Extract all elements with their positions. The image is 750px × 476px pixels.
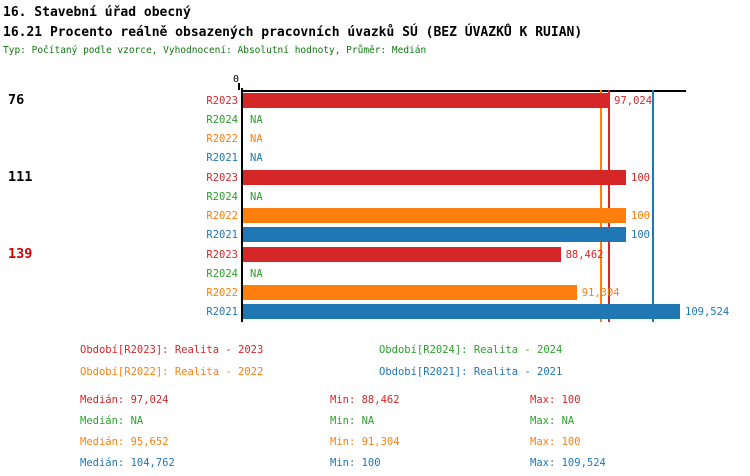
median-line-R2022 bbox=[600, 90, 603, 322]
value-axis-line bbox=[242, 90, 686, 92]
bar-R2023 bbox=[243, 93, 610, 108]
series-row-label-R2023: R2023 bbox=[206, 172, 238, 184]
stat-min-R2023: Min: 88,462 bbox=[330, 394, 400, 406]
stat-max-R2022: Max: 100 bbox=[530, 436, 581, 448]
na-value-label: NA bbox=[250, 152, 263, 164]
series-row-label-R2021: R2021 bbox=[206, 306, 238, 318]
stat-min-R2022: Min: 91,304 bbox=[330, 436, 400, 448]
group-label: 76 bbox=[8, 92, 25, 108]
bar-value-label: 100 bbox=[631, 172, 650, 184]
report-section-title: 16. Stavební úřad obecný bbox=[3, 5, 191, 20]
value-axis-origin-tick bbox=[238, 83, 240, 90]
stat-max-R2021: Max: 109,524 bbox=[530, 457, 606, 469]
bar-R2021 bbox=[243, 304, 680, 319]
bar-value-label: 97,024 bbox=[614, 95, 653, 107]
median-line-R2023 bbox=[608, 90, 611, 322]
value-axis-origin-label: 0 bbox=[232, 74, 240, 85]
series-row-label-R2023: R2023 bbox=[206, 249, 238, 261]
bar-value-label: 100 bbox=[631, 210, 650, 222]
bar-value-label: 88,462 bbox=[565, 249, 604, 261]
stat-median-R2022: Medián: 95,652 bbox=[80, 436, 169, 448]
series-row-label-R2021: R2021 bbox=[206, 229, 238, 241]
bar-R2021 bbox=[243, 227, 626, 242]
stat-max-R2023: Max: 100 bbox=[530, 394, 581, 406]
series-row-label-R2022: R2022 bbox=[206, 287, 238, 299]
stat-max-R2024: Max: NA bbox=[530, 415, 575, 427]
stat-median-R2021: Medián: 104,762 bbox=[80, 457, 175, 469]
na-value-label: NA bbox=[250, 133, 263, 145]
series-row-label-R2021: R2021 bbox=[206, 152, 238, 164]
legend-item-R2023: Období[R2023]: Realita - 2023 bbox=[80, 344, 264, 356]
series-row-label-R2024: R2024 bbox=[206, 268, 238, 280]
stat-median-R2023: Medián: 97,024 bbox=[80, 394, 169, 406]
legend-item-R2022: Období[R2022]: Realita - 2022 bbox=[80, 366, 264, 378]
group-label: 111 bbox=[8, 169, 33, 185]
bar-R2022 bbox=[243, 285, 577, 300]
legend-item-R2021: Období[R2021]: Realita - 2021 bbox=[379, 366, 563, 378]
bar-value-label: 109,524 bbox=[685, 306, 730, 318]
median-line-R2021 bbox=[652, 90, 654, 322]
series-row-label-R2022: R2022 bbox=[206, 133, 238, 145]
series-row-label-R2022: R2022 bbox=[206, 210, 238, 222]
group-label: 139 bbox=[8, 246, 33, 262]
indicator-meta-line: Typ: Počítaný podle vzorce, Vyhodnocení:… bbox=[3, 45, 427, 56]
legend-item-R2024: Období[R2024]: Realita - 2024 bbox=[379, 344, 563, 356]
na-value-label: NA bbox=[250, 191, 263, 203]
bar-value-label: 91,304 bbox=[581, 287, 620, 299]
series-row-label-R2024: R2024 bbox=[206, 191, 238, 203]
indicator-title: 16.21 Procento reálně obsazených pracovn… bbox=[3, 25, 583, 40]
na-value-label: NA bbox=[250, 114, 263, 126]
bar-R2023 bbox=[243, 170, 626, 185]
bar-R2023 bbox=[243, 247, 561, 262]
stat-min-R2024: Min: NA bbox=[330, 415, 375, 427]
bar-value-label: 100 bbox=[631, 229, 650, 241]
category-axis-line bbox=[241, 88, 243, 322]
na-value-label: NA bbox=[250, 268, 263, 280]
stat-min-R2021: Min: 100 bbox=[330, 457, 381, 469]
series-row-label-R2023: R2023 bbox=[206, 95, 238, 107]
series-row-label-R2024: R2024 bbox=[206, 114, 238, 126]
bar-R2022 bbox=[243, 208, 626, 223]
stat-median-R2024: Medián: NA bbox=[80, 415, 144, 427]
